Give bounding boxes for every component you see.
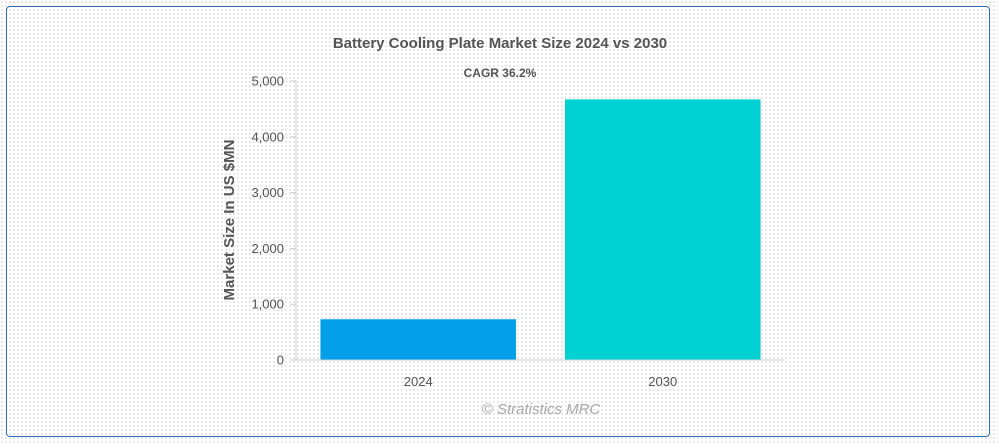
bar-2024: [320, 319, 517, 360]
y-tick-label: 3,000: [251, 185, 284, 200]
y-tick-label: 2,000: [251, 241, 284, 256]
y-axis-label: Market Size In US $MN: [221, 140, 238, 301]
x-axis: 2024 2030: [404, 374, 677, 389]
y-tick-label: 5,000: [251, 74, 284, 89]
bars-group: [320, 99, 761, 360]
x-tick-label: 2024: [404, 374, 433, 389]
bar-2030: [564, 99, 761, 360]
y-tick-label: 0: [277, 353, 284, 368]
chart-subtitle: CAGR 36.2%: [464, 66, 537, 80]
credit-text: © Stratistics MRC: [482, 401, 601, 418]
x-tick-label: 2030: [648, 374, 677, 389]
y-tick-label: 4,000: [251, 129, 284, 144]
chart-frame: [6, 6, 990, 437]
y-axis: 0 1,000 2,000 3,000 4,000 5,000: [251, 74, 296, 368]
chart-title: Battery Cooling Plate Market Size 2024 v…: [333, 35, 667, 52]
y-tick-label: 1,000: [251, 297, 284, 312]
